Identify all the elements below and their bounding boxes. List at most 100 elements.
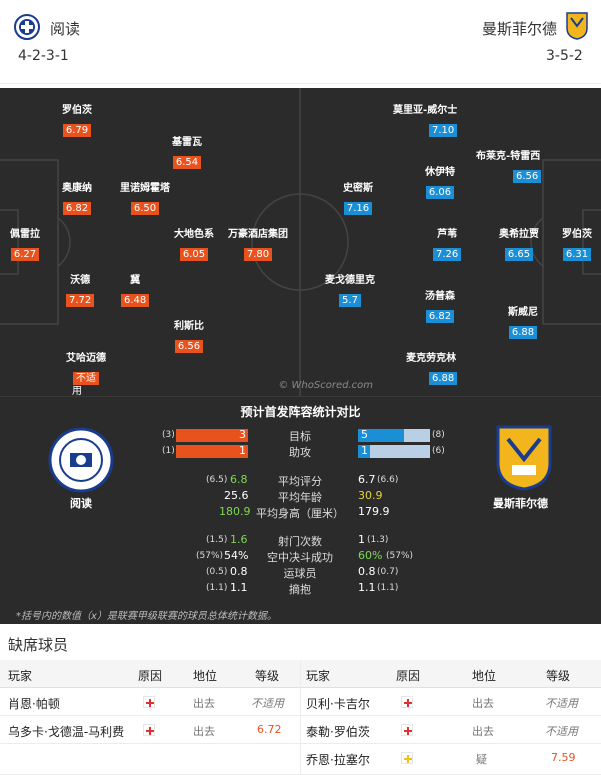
- rating-label: 平均评分: [278, 475, 322, 488]
- goals-home-bar: [176, 429, 248, 442]
- home-player[interactable]: 罗伯茨 6.79: [62, 104, 92, 137]
- away-player[interactable]: 莫里亚-威尔士 7.10: [393, 104, 458, 137]
- player-name: 里诺姆霍塔: [120, 183, 170, 194]
- away-player[interactable]: 罗伯茨 6.31: [562, 228, 592, 261]
- missing-rating: 不适用: [545, 725, 578, 738]
- missing-player-name[interactable]: 肖恩·帕顿: [8, 697, 60, 711]
- missing-player-name[interactable]: 乌多卡·戈德温-马利费: [8, 725, 125, 739]
- player-name: 麦戈德里克: [325, 275, 375, 286]
- col-status[interactable]: 地位: [472, 669, 497, 683]
- age-away: 30.9: [358, 489, 383, 502]
- player-name: 布莱克-特雷西: [476, 151, 541, 162]
- away-player[interactable]: 汤普森 6.82: [425, 290, 455, 323]
- player-name: 麦克劳克林: [406, 353, 457, 364]
- missing-players-title: 缺席球员: [8, 636, 69, 654]
- home-formation: 4-2-3-1: [18, 48, 69, 64]
- player-name: 罗伯茨: [562, 229, 592, 240]
- missing-rating: 不适用: [251, 697, 284, 710]
- assists-home-value: 1: [239, 444, 246, 457]
- missing-player-name[interactable]: 乔恩·拉塞尔: [306, 753, 370, 767]
- home-player[interactable]: 万豪酒店集团 7.80: [228, 228, 288, 261]
- home-player[interactable]: 冀 6.48: [121, 274, 150, 307]
- tackles-away-season: (1.1): [377, 583, 399, 593]
- height-home: 180.9: [219, 505, 251, 518]
- missing-rating: 7.59: [551, 751, 576, 764]
- player-rating: 6.50: [130, 202, 160, 215]
- home-team-name[interactable]: 阅读: [50, 20, 81, 38]
- home-player[interactable]: 艾哈迈德 不适用: [66, 352, 106, 396]
- away-team-name[interactable]: 曼斯菲尔德: [482, 20, 558, 38]
- player-name: 沃德: [70, 275, 91, 286]
- home-player[interactable]: 奥康纳 6.82: [62, 182, 92, 215]
- missing-player-name[interactable]: 贝利·卡吉尔: [306, 697, 370, 711]
- missing-status: 出去: [472, 725, 494, 738]
- goals-away-value: 5: [361, 428, 368, 441]
- player-name: 汤普森: [425, 291, 455, 302]
- away-player[interactable]: 斯威尼 6.88: [508, 306, 538, 339]
- player-rating: 6.82: [62, 202, 92, 215]
- reading-crest-icon[interactable]: [14, 14, 40, 40]
- player-rating: 7.10: [429, 124, 458, 137]
- player-name: 休伊特: [425, 167, 455, 178]
- col-rating[interactable]: 等级: [546, 669, 571, 683]
- player-rating: 6.27: [10, 248, 40, 261]
- col-rating[interactable]: 等级: [255, 669, 280, 683]
- away-player[interactable]: 芦苇 7.26: [433, 228, 462, 261]
- home-player[interactable]: 沃德 7.72: [66, 274, 95, 307]
- tackles-away: 1.1: [358, 581, 376, 594]
- home-player[interactable]: 里诺姆霍塔 6.50: [120, 182, 170, 215]
- player-rating: 6.65: [504, 248, 534, 261]
- assists-home-season: (1): [162, 446, 175, 456]
- match-header: 阅读 4-2-3-1 曼斯菲尔德 3-5-2: [0, 0, 601, 84]
- player-rating: 6.56: [513, 170, 542, 183]
- table-row: 乌多卡·戈德温-马利费 出去 6.72 泰勒·罗伯茨 出去 不适用: [0, 716, 601, 744]
- col-player[interactable]: 玩家: [306, 669, 331, 683]
- pitch-lines: [0, 88, 601, 396]
- missing-status: 疑: [476, 753, 487, 766]
- home-player[interactable]: 佩雷拉 6.27: [10, 228, 40, 261]
- away-player[interactable]: 麦戈德里克 5.7: [325, 274, 375, 307]
- goals-away-bar: [358, 429, 404, 442]
- away-player[interactable]: 奥希拉贾 6.65: [499, 228, 539, 261]
- rating-away-season: (6.6): [377, 475, 399, 485]
- missing-rating: 6.72: [257, 723, 282, 736]
- home-player[interactable]: 基雷瓦 6.54: [172, 136, 202, 169]
- player-rating: 6.88: [508, 326, 538, 339]
- away-player[interactable]: 布莱克-特雷西 6.56: [475, 150, 542, 183]
- shots-label: 射门次数: [278, 535, 322, 548]
- away-formation: 3-5-2: [546, 48, 583, 64]
- assists-away-bar: [358, 445, 370, 458]
- away-player[interactable]: 史密斯 7.16: [343, 182, 373, 215]
- col-player[interactable]: 玩家: [8, 669, 33, 683]
- missing-player-name[interactable]: 泰勒·罗伯茨: [306, 725, 370, 739]
- player-name: 万豪酒店集团: [228, 229, 288, 240]
- player-rating: 6.79: [62, 124, 92, 137]
- dribbled-home: 0.8: [230, 565, 248, 578]
- home-player[interactable]: 利斯比 6.56: [174, 320, 204, 353]
- player-name: 芦苇: [437, 229, 458, 240]
- missing-status: 出去: [193, 697, 215, 710]
- col-status[interactable]: 地位: [193, 669, 218, 683]
- tackles-home: 1.1: [230, 581, 248, 594]
- tackles-label: 摘抱: [289, 583, 311, 596]
- aerials-away-season: (57%): [386, 551, 414, 561]
- mansfield-crest-icon[interactable]: [566, 12, 592, 40]
- assists-away-value: 1: [361, 444, 368, 457]
- home-player[interactable]: 大地色系 6.05: [174, 228, 214, 261]
- away-player[interactable]: 麦克劳克林 6.88: [405, 352, 458, 385]
- dribbled-away-season: (0.7): [377, 567, 399, 577]
- dribbled-away: 0.8: [358, 565, 376, 578]
- dribbled-label: 运球员: [283, 567, 317, 580]
- shots-away: 1: [358, 533, 365, 546]
- col-reason[interactable]: 原因: [138, 669, 163, 683]
- away-player[interactable]: 休伊特 6.06: [425, 166, 455, 199]
- player-rating: 7.72: [66, 294, 95, 307]
- player-rating: 6.06: [425, 186, 455, 199]
- player-rating: 不适: [73, 372, 99, 385]
- goals-home-season: (3): [162, 430, 175, 440]
- col-reason[interactable]: 原因: [396, 669, 421, 683]
- table-row: 肖恩·帕顿 出去 不适用 贝利·卡吉尔 出去 不适用: [0, 688, 601, 716]
- doubtful-cross-icon: [401, 752, 413, 764]
- assists-away-bar-bg: [358, 445, 430, 458]
- rating-away: 6.7: [358, 473, 376, 486]
